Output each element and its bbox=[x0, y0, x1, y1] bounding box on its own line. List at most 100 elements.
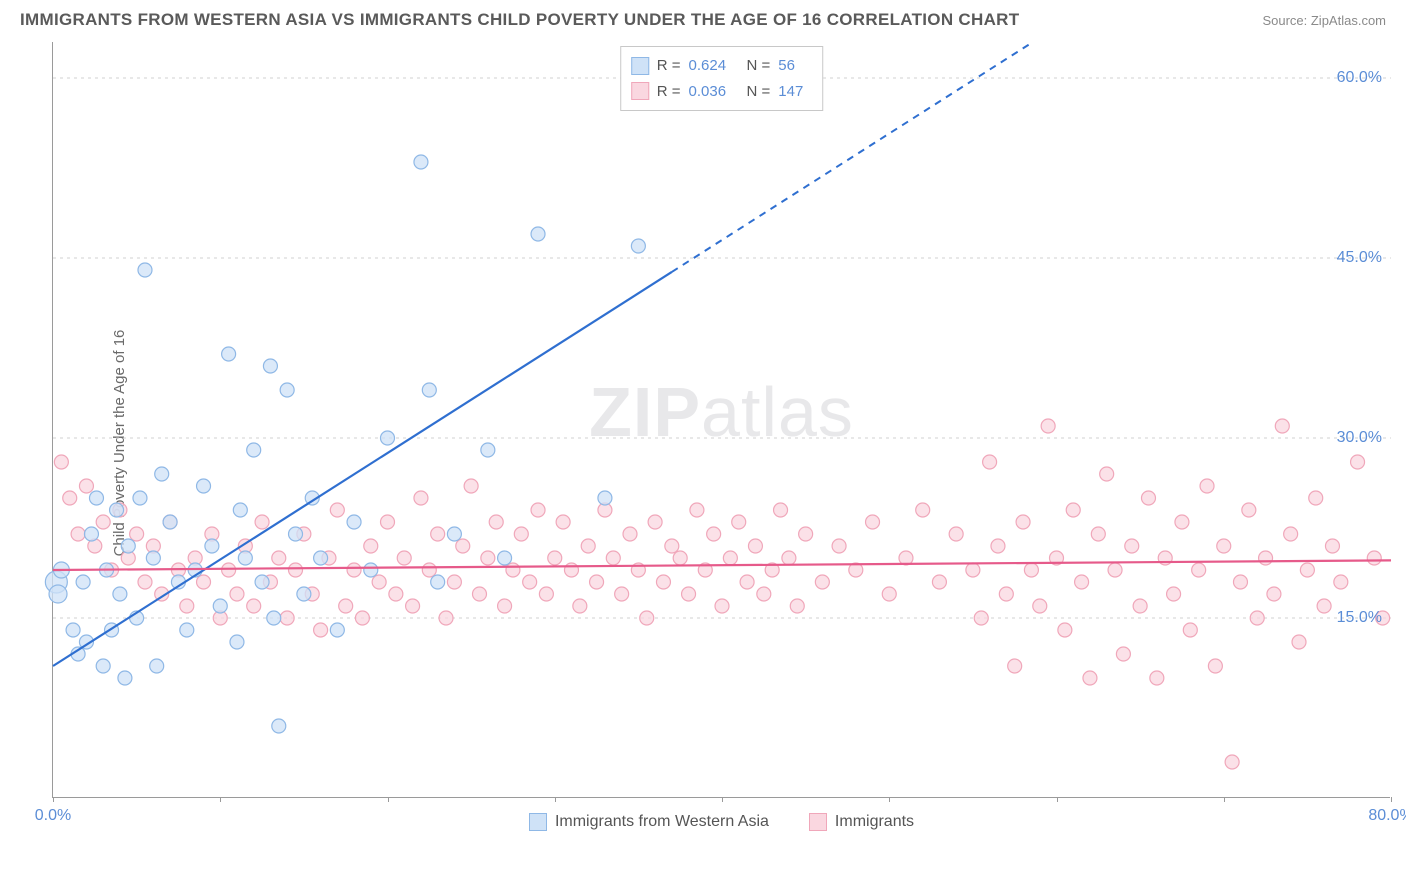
scatter-point bbox=[1267, 587, 1281, 601]
scatter-point bbox=[280, 383, 294, 397]
scatter-point bbox=[222, 347, 236, 361]
scatter-point bbox=[1317, 599, 1331, 613]
legend-correlation: R =0.624N =56R =0.036N =147 bbox=[620, 46, 824, 111]
scatter-point bbox=[439, 611, 453, 625]
scatter-point bbox=[1183, 623, 1197, 637]
legend-n-value: 147 bbox=[778, 79, 812, 105]
scatter-point bbox=[489, 515, 503, 529]
scatter-point bbox=[267, 611, 281, 625]
scatter-point bbox=[564, 563, 578, 577]
scatter-point bbox=[1325, 539, 1339, 553]
scatter-point bbox=[230, 635, 244, 649]
scatter-point bbox=[514, 527, 528, 541]
scatter-point bbox=[732, 515, 746, 529]
scatter-point bbox=[63, 491, 77, 505]
chart-source: Source: ZipAtlas.com bbox=[1262, 13, 1386, 28]
scatter-point bbox=[748, 539, 762, 553]
scatter-point bbox=[247, 599, 261, 613]
x-tick bbox=[388, 797, 389, 802]
legend-series-item: Immigrants from Western Asia bbox=[529, 813, 769, 831]
scatter-point bbox=[1225, 755, 1239, 769]
x-label-left: 0.0% bbox=[35, 807, 71, 825]
scatter-point bbox=[84, 527, 98, 541]
x-tick bbox=[889, 797, 890, 802]
scatter-point bbox=[949, 527, 963, 541]
scatter-point bbox=[1309, 491, 1323, 505]
y-tick-label: 15.0% bbox=[1337, 609, 1382, 627]
scatter-point bbox=[347, 515, 361, 529]
scatter-point bbox=[1167, 587, 1181, 601]
scatter-point bbox=[1041, 419, 1055, 433]
scatter-point bbox=[1233, 575, 1247, 589]
scatter-point bbox=[233, 503, 247, 517]
legend-n-value: 56 bbox=[778, 53, 812, 79]
scatter-point bbox=[230, 587, 244, 601]
scatter-point bbox=[1116, 647, 1130, 661]
scatter-point bbox=[623, 527, 637, 541]
scatter-point bbox=[155, 467, 169, 481]
legend-swatch bbox=[529, 813, 547, 831]
scatter-point bbox=[1367, 551, 1381, 565]
scatter-point bbox=[539, 587, 553, 601]
scatter-point bbox=[54, 455, 68, 469]
scatter-point bbox=[631, 239, 645, 253]
scatter-point bbox=[447, 575, 461, 589]
scatter-point bbox=[1300, 563, 1314, 577]
legend-r-value: 0.036 bbox=[689, 79, 739, 105]
legend-correlation-row: R =0.036N =147 bbox=[631, 79, 813, 105]
x-tick bbox=[722, 797, 723, 802]
scatter-point bbox=[213, 599, 227, 613]
scatter-point bbox=[289, 527, 303, 541]
scatter-point bbox=[531, 503, 545, 517]
scatter-point bbox=[481, 443, 495, 457]
scatter-point bbox=[456, 539, 470, 553]
scatter-point bbox=[1024, 563, 1038, 577]
scatter-point bbox=[138, 575, 152, 589]
scatter-point bbox=[1351, 455, 1365, 469]
scatter-point bbox=[1284, 527, 1298, 541]
scatter-point bbox=[406, 599, 420, 613]
scatter-point bbox=[118, 671, 132, 685]
scatter-point bbox=[364, 563, 378, 577]
legend-r-label: R = bbox=[657, 53, 681, 79]
legend-series-label: Immigrants from Western Asia bbox=[555, 813, 769, 831]
scatter-point bbox=[280, 611, 294, 625]
scatter-point bbox=[133, 491, 147, 505]
scatter-point bbox=[757, 587, 771, 601]
scatter-point bbox=[1292, 635, 1306, 649]
scatter-point bbox=[1075, 575, 1089, 589]
scatter-point bbox=[506, 563, 520, 577]
scatter-point bbox=[1141, 491, 1155, 505]
scatter-point bbox=[1150, 671, 1164, 685]
scatter-point bbox=[330, 623, 344, 637]
scatter-point bbox=[974, 611, 988, 625]
scatter-point bbox=[1217, 539, 1231, 553]
scatter-point bbox=[1091, 527, 1105, 541]
scatter-point bbox=[1208, 659, 1222, 673]
scatter-point bbox=[665, 539, 679, 553]
scatter-point bbox=[297, 587, 311, 601]
scatter-point bbox=[1275, 419, 1289, 433]
scatter-point bbox=[222, 563, 236, 577]
legend-series-item: Immigrants bbox=[809, 813, 914, 831]
scatter-point bbox=[150, 659, 164, 673]
scatter-point bbox=[389, 587, 403, 601]
scatter-point bbox=[49, 585, 67, 603]
scatter-point bbox=[138, 263, 152, 277]
x-tick bbox=[53, 797, 54, 802]
scatter-point bbox=[481, 551, 495, 565]
scatter-point bbox=[866, 515, 880, 529]
scatter-point bbox=[1133, 599, 1147, 613]
scatter-point bbox=[1242, 503, 1256, 517]
scatter-point bbox=[238, 551, 252, 565]
scatter-point bbox=[790, 599, 804, 613]
x-label-right: 80.0% bbox=[1368, 807, 1406, 825]
scatter-point bbox=[163, 515, 177, 529]
legend-swatch bbox=[809, 813, 827, 831]
scatter-point bbox=[707, 527, 721, 541]
scatter-point bbox=[1192, 563, 1206, 577]
scatter-point bbox=[381, 431, 395, 445]
scatter-point bbox=[205, 539, 219, 553]
scatter-point bbox=[740, 575, 754, 589]
scatter-point bbox=[347, 563, 361, 577]
